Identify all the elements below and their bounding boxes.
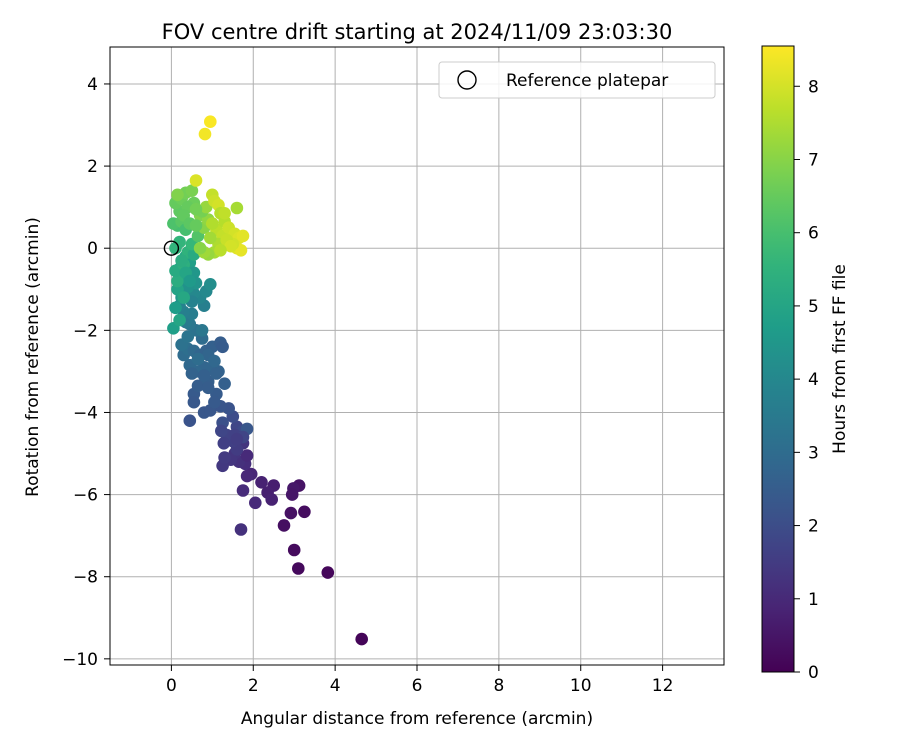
- y-tick-label: −6: [73, 486, 98, 506]
- scatter-point: [217, 437, 231, 450]
- scatter-point: [204, 231, 217, 245]
- scatter-point: [171, 188, 184, 202]
- scatter-point: [285, 488, 299, 501]
- colorbar-tick-label: 1: [808, 590, 819, 610]
- colorbar-tick-label: 5: [808, 297, 819, 317]
- scatter-point: [191, 352, 205, 366]
- scatter-point: [218, 451, 231, 464]
- scatter-point: [198, 127, 212, 141]
- scatter-point: [355, 632, 369, 646]
- scatter-point: [298, 505, 311, 519]
- scatter-point: [284, 506, 298, 520]
- y-tick-label: −4: [73, 403, 98, 423]
- scatter-point: [240, 469, 254, 483]
- x-tick-label: 4: [330, 676, 341, 696]
- scatter-point: [169, 301, 182, 315]
- colorbar-tick-label: 3: [808, 443, 819, 463]
- colorbar-tick-label: 8: [808, 77, 819, 97]
- colorbar: 0 1 2 3 4 5 6 7 8 Hours from first FF file: [761, 45, 850, 683]
- scatter-point: [187, 395, 201, 409]
- scatter-point: [236, 484, 250, 497]
- plot-area: [109, 46, 725, 666]
- scatter-point: [191, 379, 205, 393]
- y-tick-label: −8: [73, 568, 98, 588]
- scatter-point: [230, 201, 244, 215]
- legend: Reference platepar: [438, 61, 716, 99]
- colorbar-tick-label: 7: [808, 150, 819, 170]
- scatter-point: [218, 377, 231, 391]
- y-axis-label: Rotation from reference (arcmin): [23, 217, 43, 497]
- y-tick-label: 2: [87, 157, 98, 177]
- scatter-point: [206, 217, 219, 230]
- scatter-point: [189, 202, 203, 216]
- scatter-point: [204, 115, 217, 128]
- legend-entry-reference-platepar: Reference platepar: [506, 71, 668, 91]
- scatter-point: [208, 354, 221, 368]
- scatter-point: [185, 184, 199, 197]
- scatter-point: [292, 562, 305, 575]
- scatter-point: [183, 274, 197, 288]
- scatter-point: [277, 519, 291, 532]
- x-axis-label: Angular distance from reference (arcmin): [241, 709, 593, 729]
- chart-title: FOV centre drift starting at 2024/11/09 …: [162, 20, 673, 44]
- x-tick-label: 10: [570, 676, 592, 696]
- scatter-point: [210, 367, 223, 380]
- x-tick-label: 6: [412, 676, 423, 696]
- scatter-point: [175, 254, 188, 267]
- scatter-point: [189, 174, 203, 187]
- scatter-point: [204, 278, 217, 291]
- colorbar-tick-label: 0: [808, 663, 819, 683]
- y-axis-ticks: −10 −8 −6 −4 −2 0 2 4: [62, 75, 110, 670]
- colorbar-gradient: [761, 45, 795, 673]
- y-tick-label: −10: [62, 650, 98, 670]
- scatter-point: [177, 291, 190, 304]
- colorbar-tick-label: 2: [808, 517, 819, 537]
- scatter-point: [224, 239, 238, 253]
- scatter-point: [265, 493, 279, 506]
- scatter-point: [215, 424, 228, 438]
- scatter-point: [214, 244, 227, 257]
- y-tick-label: −2: [73, 321, 98, 341]
- scatter-point: [230, 432, 244, 446]
- colorbar-ticks: 0 1 2 3 4 5 6 7 8: [794, 77, 819, 683]
- scatter-point: [171, 274, 184, 288]
- x-axis-ticks: 0 2 4 6 8 10 12: [166, 665, 673, 696]
- scatter-point: [321, 566, 335, 579]
- scatter-point: [255, 476, 268, 489]
- scatter-point: [234, 523, 248, 536]
- scatter-point: [197, 369, 211, 382]
- y-tick-label: 0: [87, 239, 98, 259]
- scatter-points: [167, 115, 369, 646]
- scatter-point: [181, 330, 195, 343]
- scatter-point: [216, 340, 229, 354]
- scatter-point: [208, 395, 221, 409]
- x-tick-label: 12: [652, 676, 674, 696]
- colorbar-label: Hours from first FF file: [830, 264, 850, 454]
- colorbar-tick-label: 4: [808, 370, 819, 390]
- scatter-point: [185, 367, 199, 380]
- x-tick-label: 2: [248, 676, 259, 696]
- scatter-point: [183, 414, 197, 428]
- scatter-point: [189, 219, 203, 232]
- scatter-point: [193, 241, 207, 255]
- scatter-point: [169, 241, 182, 255]
- reference-platepar-marker: [163, 240, 180, 256]
- x-tick-label: 8: [493, 676, 504, 696]
- scatter-point: [201, 381, 215, 395]
- y-tick-label: 4: [87, 75, 98, 95]
- scatter-point: [236, 229, 250, 243]
- scatter-point: [218, 207, 231, 220]
- x-tick-label: 0: [166, 676, 177, 696]
- scatter-point: [195, 324, 209, 337]
- scatter-point: [249, 496, 262, 510]
- colorbar-tick-label: 6: [808, 224, 819, 244]
- scatter-point: [173, 313, 186, 327]
- legend-marker-icon: [457, 70, 477, 90]
- scatter-point: [240, 449, 254, 462]
- scatter-point: [287, 543, 301, 557]
- legend-box: [438, 61, 716, 99]
